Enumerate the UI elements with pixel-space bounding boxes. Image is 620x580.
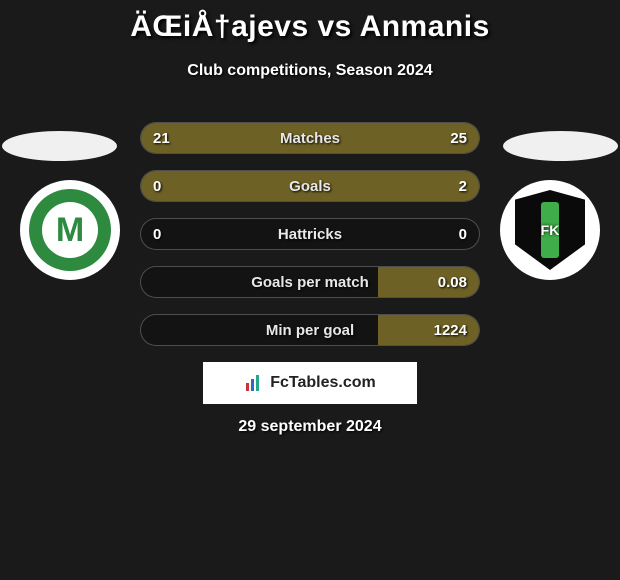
stat-row: Hattricks0 0 xyxy=(140,218,480,250)
stat-value-left: 0 xyxy=(153,219,161,249)
page-title: ÄŒiÅ†ajevs vs Anmanis xyxy=(0,10,620,44)
club-badge-left-letter: M xyxy=(42,202,98,258)
flag-left-icon xyxy=(2,131,117,161)
stat-label: Matches xyxy=(141,123,479,153)
stat-value-right: 0 xyxy=(459,219,467,249)
club-badge-left: M xyxy=(20,180,120,280)
stat-label: Min per goal xyxy=(141,315,479,345)
stat-value-right: 1224 xyxy=(434,315,467,345)
stat-value-left: 0 xyxy=(153,171,161,201)
stat-label: Goals xyxy=(141,171,479,201)
stat-label: Goals per match xyxy=(141,267,479,297)
page-subtitle: Club competitions, Season 2024 xyxy=(0,62,620,80)
brand-logo[interactable]: FcTables.com xyxy=(203,362,417,404)
stat-value-left: 21 xyxy=(153,123,170,153)
stat-value-right: 25 xyxy=(450,123,467,153)
club-badge-right-text: FK xyxy=(541,223,560,237)
club-badge-right: FK xyxy=(500,180,600,280)
stat-value-right: 2 xyxy=(459,171,467,201)
stat-label: Hattricks xyxy=(141,219,479,249)
bar-chart-icon xyxy=(244,373,264,393)
brand-text: FcTables.com xyxy=(270,374,376,392)
date-line: 29 september 2024 xyxy=(0,418,620,436)
stat-row: Matches21 25 xyxy=(140,122,480,154)
stat-row: Goals0 2 xyxy=(140,170,480,202)
stat-value-right: 0.08 xyxy=(438,267,467,297)
stat-row: Min per goal1224 xyxy=(140,314,480,346)
flag-right-icon xyxy=(503,131,618,161)
stat-row: Goals per match0.08 xyxy=(140,266,480,298)
stats-bars: Matches2125Goals02Hattricks00Goals per m… xyxy=(140,122,480,346)
